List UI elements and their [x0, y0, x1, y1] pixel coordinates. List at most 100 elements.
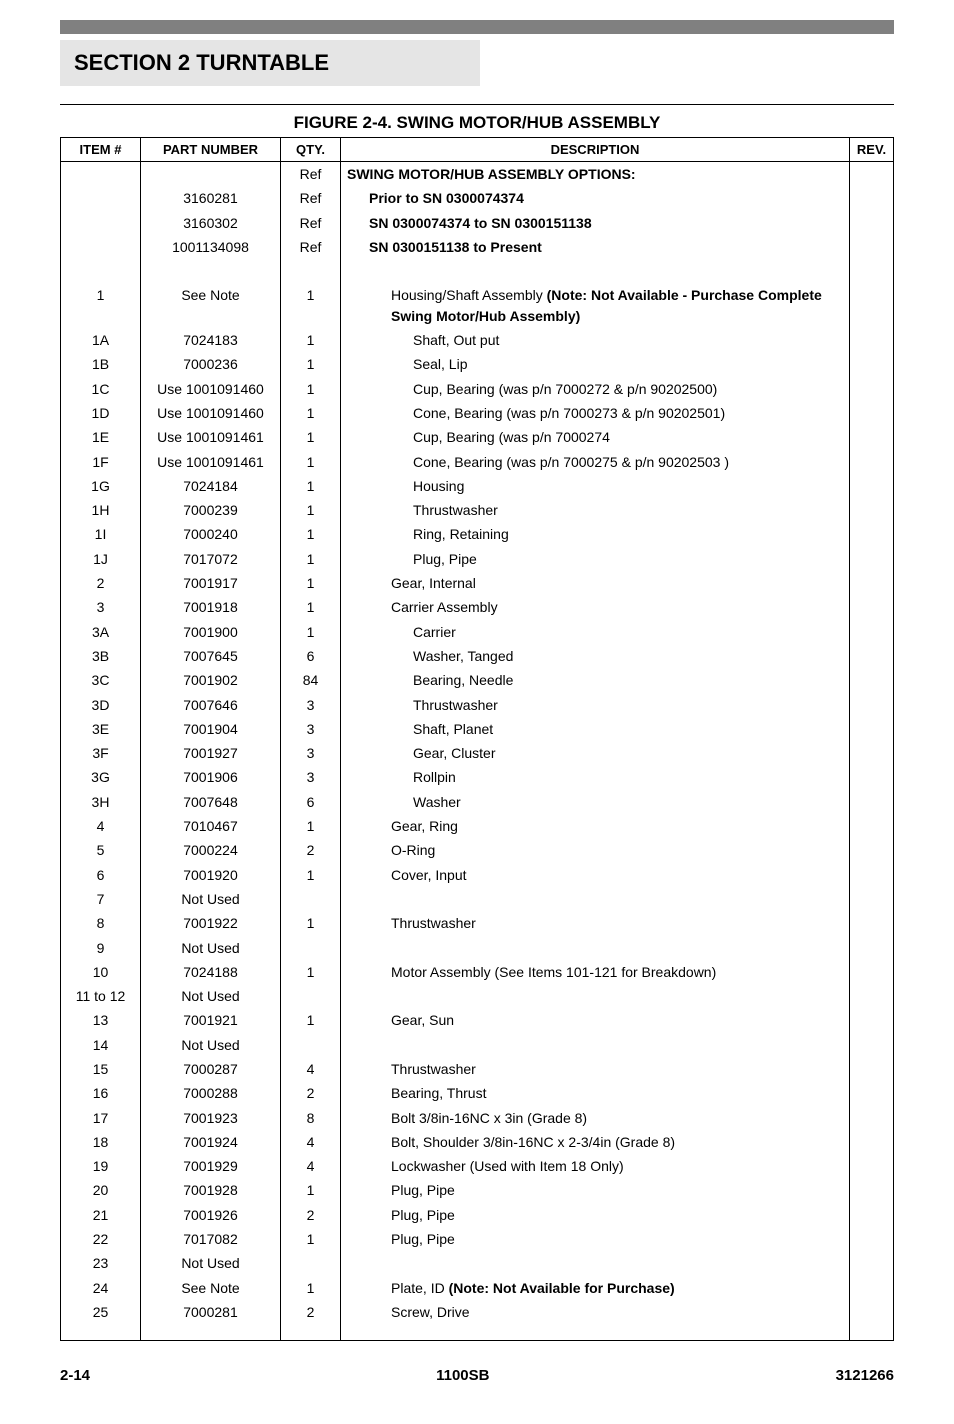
table-row: 14Not Used	[61, 1033, 894, 1057]
cell-rev	[850, 1203, 894, 1227]
cell-item: 1F	[61, 450, 141, 474]
cell-qty: 4	[281, 1057, 341, 1081]
top-bar	[60, 20, 894, 34]
cell-description: Prior to SN 0300074374	[341, 186, 850, 210]
cell-rev	[850, 498, 894, 522]
cell-rev	[850, 425, 894, 449]
description-text: Plug, Pipe	[413, 551, 477, 567]
description-text: Washer	[413, 794, 461, 810]
table-row	[61, 259, 894, 283]
cell-rev	[850, 960, 894, 984]
cell-qty: 1	[281, 352, 341, 376]
description-text: Thrustwasher	[391, 1061, 476, 1077]
table-row: 3G70019063Rollpin	[61, 765, 894, 789]
footer-right: 3121266	[836, 1367, 894, 1384]
cell-rev	[850, 717, 894, 741]
description-text: Washer, Tanged	[413, 648, 513, 664]
cell-part-number: Not Used	[141, 1251, 281, 1275]
cell-item: 15	[61, 1057, 141, 1081]
cell-rev	[850, 1300, 894, 1341]
cell-rev	[850, 1130, 894, 1154]
cell-item: 3E	[61, 717, 141, 741]
cell-qty: 6	[281, 644, 341, 668]
cell-qty: 3	[281, 693, 341, 717]
table-row: 1670002882Bearing, Thrust	[61, 1081, 894, 1105]
cell-description: Thrustwasher	[341, 911, 850, 935]
cell-description: Thrustwasher	[341, 1057, 850, 1081]
cell-part-number: 3160281	[141, 186, 281, 210]
cell-qty: 1	[281, 620, 341, 644]
cell-part-number: See Note	[141, 283, 281, 328]
cell-part-number: 7001927	[141, 741, 281, 765]
cell-description: Cup, Bearing (was p/n 7000274	[341, 425, 850, 449]
table-header-row: ITEM # PART NUMBER QTY. DESCRIPTION REV.	[61, 138, 894, 162]
cell-description: Washer	[341, 790, 850, 814]
cell-qty: 6	[281, 790, 341, 814]
cell-description	[341, 984, 850, 1008]
cell-item: 17	[61, 1106, 141, 1130]
cell-part-number: 1001134098	[141, 235, 281, 259]
cell-item: 3H	[61, 790, 141, 814]
cell-qty: Ref	[281, 211, 341, 235]
cell-part-number: 7001928	[141, 1178, 281, 1202]
cell-rev	[850, 741, 894, 765]
cell-part-number: Not Used	[141, 936, 281, 960]
cell-rev	[850, 911, 894, 935]
cell-part-number: 7000288	[141, 1081, 281, 1105]
section-banner: SECTION 2 TURNTABLE	[60, 40, 480, 86]
description-text: Gear, Ring	[391, 818, 458, 834]
cell-qty: 1	[281, 425, 341, 449]
description-text: Bearing, Thrust	[391, 1085, 486, 1101]
cell-item: 1B	[61, 352, 141, 376]
cell-part-number: 7024188	[141, 960, 281, 984]
cell-description: Plug, Pipe	[341, 1203, 850, 1227]
cell-item: 18	[61, 1130, 141, 1154]
cell-qty: 1	[281, 1178, 341, 1202]
cell-part-number: 7001904	[141, 717, 281, 741]
description-text: Shaft, Planet	[413, 721, 493, 737]
table-row: 370019181Carrier Assembly	[61, 595, 894, 619]
cell-part-number: 7024183	[141, 328, 281, 352]
cell-part-number: Not Used	[141, 1033, 281, 1057]
cell-rev	[850, 1106, 894, 1130]
cell-description: Cone, Bearing (was p/n 7000273 & p/n 902…	[341, 401, 850, 425]
cell-qty: 1	[281, 377, 341, 401]
cell-qty: 1	[281, 474, 341, 498]
cell-rev	[850, 984, 894, 1008]
cell-item: 3A	[61, 620, 141, 644]
description-text: Gear, Sun	[391, 1012, 454, 1028]
description-text: Thrustwasher	[413, 502, 498, 518]
figure-title: FIGURE 2-4. SWING MOTOR/HUB ASSEMBLY	[60, 113, 894, 133]
description-text: O-Ring	[391, 842, 435, 858]
cell-part-number: 7001926	[141, 1203, 281, 1227]
cell-rev	[850, 1057, 894, 1081]
cell-part-number: 7001929	[141, 1154, 281, 1178]
table-row: 1G70241841Housing	[61, 474, 894, 498]
description-text: Gear, Cluster	[413, 745, 495, 761]
cell-qty: 1	[281, 522, 341, 546]
table-row: 23Not Used	[61, 1251, 894, 1275]
cell-part-number: 7001921	[141, 1008, 281, 1032]
cell-item: 1G	[61, 474, 141, 498]
table-row: 670019201Cover, Input	[61, 863, 894, 887]
cell-description: Bearing, Needle	[341, 668, 850, 692]
cell-qty: 1	[281, 1008, 341, 1032]
description-bold: SWING MOTOR/HUB ASSEMBLY OPTIONS:	[347, 166, 636, 182]
section-title: SECTION 2 TURNTABLE	[74, 50, 466, 76]
cell-item: 22	[61, 1227, 141, 1251]
cell-item: 7	[61, 887, 141, 911]
cell-item: 1J	[61, 547, 141, 571]
table-row: 270019171Gear, Internal	[61, 571, 894, 595]
cell-description: Housing	[341, 474, 850, 498]
table-row: 1H70002391Thrustwasher	[61, 498, 894, 522]
cell-item: 1A	[61, 328, 141, 352]
description-text: Motor Assembly (See Items 101-121 for Br…	[391, 964, 716, 980]
description-text: Plate, ID	[391, 1280, 449, 1296]
description-text: Cup, Bearing (was p/n 7000272 & p/n 9020…	[413, 381, 717, 397]
cell-rev	[850, 352, 894, 376]
cell-part-number: 7017072	[141, 547, 281, 571]
table-row: 1570002874Thrustwasher	[61, 1057, 894, 1081]
cell-item: 24	[61, 1276, 141, 1300]
table-row: 1J70170721Plug, Pipe	[61, 547, 894, 571]
cell-rev	[850, 186, 894, 210]
